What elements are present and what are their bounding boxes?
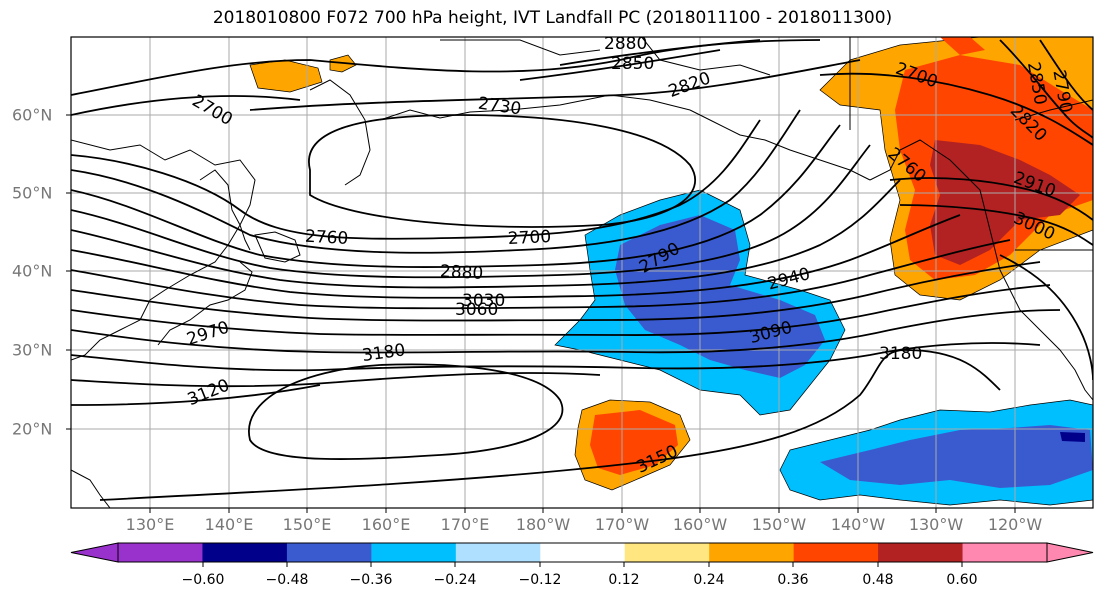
ivt-positive-central (574, 399, 691, 491)
lon-label: 150°E (282, 515, 332, 534)
lon-label: 120°W (987, 515, 1043, 534)
lon-label: 160°E (361, 515, 411, 534)
colorbar-tick-label: −0.24 (433, 572, 477, 588)
lon-label: 170°E (440, 515, 490, 534)
colorbar-tick-label: −0.36 (349, 572, 393, 588)
height-contours (71, 39, 1093, 501)
graticule (71, 37, 1093, 508)
colorbar-segment (540, 543, 626, 562)
colorbar-segment (624, 543, 710, 562)
contour-label: 3180 (879, 344, 922, 364)
contour-label: 3060 (455, 300, 498, 320)
colorbar-tick-label: 0.60 (946, 572, 978, 588)
contour-label: 2760 (305, 227, 349, 249)
lat-label: 40°N (12, 261, 53, 281)
contour-label: 2850 (611, 54, 654, 74)
colorbar-tick-label: −0.12 (518, 572, 562, 588)
colorbar-segment (962, 543, 1048, 562)
contour-label: 3030 (462, 291, 505, 311)
colorbar-segment (455, 543, 541, 562)
contour-label: 2700 (507, 227, 551, 249)
contour-label: 2880 (440, 262, 484, 284)
lon-label: 130°W (908, 515, 964, 534)
axis-ticks (66, 114, 1016, 513)
contour-label: 2880 (604, 34, 647, 54)
lon-label: 140°E (204, 515, 254, 534)
colorbar-segment (878, 543, 964, 562)
map-frame (70, 36, 1094, 509)
colorbar-segment (286, 543, 372, 562)
lon-label: 170°W (594, 515, 650, 534)
lon-label: 130°E (125, 515, 175, 534)
colorbar-tick-label: 0.48 (862, 572, 894, 588)
colorbar-tick-label: 0.24 (693, 572, 725, 588)
map-title: 2018010800 F072 700 hPa height, IVT Land… (212, 8, 893, 28)
ivt-positive-northeast (819, 37, 1093, 301)
colorbar-segment (709, 543, 795, 562)
colorbar-tick-label: −0.60 (181, 572, 225, 588)
map-area: 2880 2850 2820 2730 2700 2700 2760 2700 … (71, 34, 1093, 508)
lat-label: 20°N (12, 419, 53, 439)
colorbar-segment (118, 543, 203, 562)
colorbar-segment (202, 543, 288, 562)
colorbar-extend-min (70, 542, 119, 563)
colorbar-segment (371, 543, 457, 562)
lon-label: 180°W (515, 515, 571, 534)
colorbar-segment (793, 543, 879, 562)
lat-label: 50°N (12, 183, 53, 203)
lon-label: 160°W (672, 515, 728, 534)
lon-label: 140°W (830, 515, 886, 534)
colorbar (70, 542, 1094, 567)
lon-label: 150°W (751, 515, 807, 534)
colorbar-tick-label: 0.12 (608, 572, 640, 588)
lat-label: 60°N (12, 105, 53, 125)
colorbar-frame (117, 542, 1048, 563)
lat-label: 30°N (12, 340, 53, 360)
colorbar-tick-label: −0.48 (265, 572, 309, 588)
colorbar-extend-max (1046, 542, 1094, 563)
colorbar-tick-label: 0.36 (777, 572, 809, 588)
